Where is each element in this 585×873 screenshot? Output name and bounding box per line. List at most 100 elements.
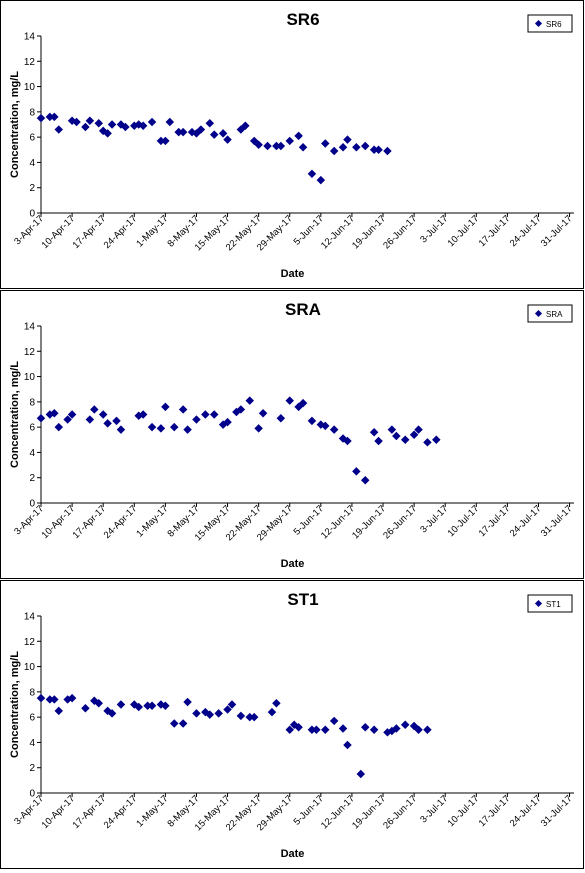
data-point xyxy=(192,709,201,718)
data-point xyxy=(356,769,366,779)
legend-box xyxy=(527,594,573,613)
data-point xyxy=(321,725,330,735)
data-point xyxy=(192,415,201,424)
data-point xyxy=(223,135,232,144)
data-point xyxy=(36,414,46,423)
data-point xyxy=(156,136,166,146)
y-axis-label: Concentration, mg/L xyxy=(9,361,21,468)
data-point xyxy=(400,435,410,445)
data-point xyxy=(338,724,348,733)
x-tick-label: 31-Jul-17 xyxy=(539,213,575,249)
chart-title: SR6 xyxy=(286,10,319,29)
y-tick-label: 14 xyxy=(24,32,36,43)
data-point xyxy=(352,467,361,476)
x-tick-label: 1-May-17 xyxy=(134,503,170,539)
data-point xyxy=(165,117,175,127)
data-point xyxy=(209,410,219,419)
data-point xyxy=(329,716,339,726)
data-point xyxy=(374,436,383,446)
data-point xyxy=(321,421,330,431)
chart-title: SRA xyxy=(285,300,321,319)
data-point xyxy=(170,422,179,432)
data-point xyxy=(307,725,317,735)
data-point xyxy=(85,116,95,125)
x-tick-label: 1-May-17 xyxy=(134,213,170,249)
data-point xyxy=(236,711,246,721)
x-axis-label: Date xyxy=(281,558,305,570)
data-point xyxy=(67,410,77,419)
data-point xyxy=(81,122,90,132)
y-tick-label: 0 xyxy=(29,789,35,800)
data-point xyxy=(329,425,339,434)
data-point xyxy=(432,435,441,445)
data-point xyxy=(369,145,379,155)
data-point xyxy=(205,118,215,128)
data-point xyxy=(90,405,99,414)
x-tick-label: 17-Jul-17 xyxy=(477,213,513,249)
y-tick-label: 10 xyxy=(24,372,36,383)
data-point xyxy=(45,112,55,122)
x-tick-label: 24-Jul-17 xyxy=(508,213,544,249)
data-point xyxy=(249,712,259,722)
y-tick-label: 4 xyxy=(29,448,35,459)
chart-svg: SR6024681012143-Apr-1710-Apr-1717-Apr-17… xyxy=(9,10,575,280)
data-point xyxy=(54,422,64,432)
x-tick-label: 10-Jul-17 xyxy=(446,503,482,539)
data-point xyxy=(272,141,281,151)
data-point xyxy=(103,419,112,428)
data-point xyxy=(174,127,183,137)
legend-marker xyxy=(534,599,543,608)
y-tick-label: 8 xyxy=(29,397,35,408)
legend: ST1 xyxy=(527,594,573,613)
x-tick-label: 26-Jun-17 xyxy=(381,503,419,541)
legend-box xyxy=(527,304,573,323)
data-point xyxy=(329,146,339,156)
data-point xyxy=(107,120,117,129)
data-point xyxy=(321,139,330,148)
data-point xyxy=(98,410,108,419)
data-point xyxy=(294,131,303,141)
data-point xyxy=(414,725,423,735)
data-point xyxy=(423,725,432,735)
data-point xyxy=(298,143,308,152)
data-point xyxy=(103,129,112,138)
y-axis-label: Concentration, mg/L xyxy=(9,651,21,758)
data-point xyxy=(369,427,379,437)
data-point xyxy=(147,117,157,127)
chart-svg: ST1024681012143-Apr-1710-Apr-1717-Apr-17… xyxy=(9,590,575,860)
y-tick-label: 2 xyxy=(29,473,35,484)
x-tick-label: 31-Jul-17 xyxy=(539,793,575,829)
x-tick-label: 17-Jul-17 xyxy=(477,793,513,829)
data-point xyxy=(50,408,59,418)
data-point xyxy=(387,425,397,434)
data-point xyxy=(285,136,294,146)
data-point xyxy=(383,146,392,156)
data-point xyxy=(254,140,263,149)
legend-marker xyxy=(534,19,543,28)
data-point xyxy=(369,725,379,735)
y-tick-label: 8 xyxy=(29,687,35,698)
data-point xyxy=(94,118,103,128)
chart-panel: SR6 0 2 4 6 8 10 12 14 3-Apr-17 10-Apr-17 17-Apr-17… xyxy=(0,0,584,289)
chart-panel: ST1 0 2 4 6 8 10 12 14 3-Apr-17 10-Apr-17 17-Apr-17… xyxy=(0,580,584,869)
data-point xyxy=(338,143,348,152)
data-point xyxy=(72,117,81,127)
data-point xyxy=(170,719,179,728)
data-point xyxy=(214,709,223,718)
x-tick-label: 17-Jul-17 xyxy=(477,503,513,539)
x-tick-label: 10-Jul-17 xyxy=(446,793,482,829)
data-point xyxy=(50,112,59,122)
data-point xyxy=(276,414,286,423)
chart-title: ST1 xyxy=(287,590,318,609)
y-axis-label: Concentration, mg/L xyxy=(9,71,21,178)
data-point xyxy=(218,129,228,138)
data-point xyxy=(298,398,308,408)
data-point xyxy=(138,410,148,419)
data-point xyxy=(267,707,277,717)
data-point xyxy=(276,141,286,151)
data-point xyxy=(263,141,272,151)
data-point xyxy=(107,709,117,718)
y-tick-label: 10 xyxy=(24,662,36,673)
data-point xyxy=(183,425,192,434)
